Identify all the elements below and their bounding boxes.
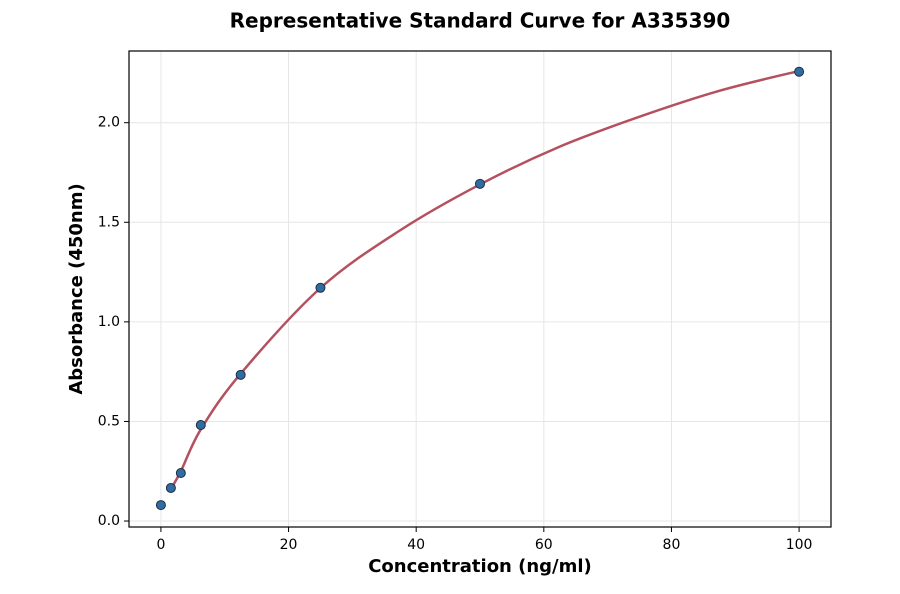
data-point <box>165 482 176 493</box>
y-tick-label: 1.5 <box>98 214 120 230</box>
x-tick-label: 100 <box>786 537 813 553</box>
x-tick-label: 80 <box>663 537 681 553</box>
y-tick-label: 0.5 <box>98 413 120 429</box>
x-tick-label: 60 <box>535 537 553 553</box>
x-tick-label: 40 <box>407 537 425 553</box>
data-point <box>195 420 206 431</box>
data-point <box>794 66 805 77</box>
y-tick-label: 2.0 <box>98 115 120 131</box>
data-point <box>475 178 485 189</box>
fit-curve <box>169 69 800 490</box>
x-tick-label: 20 <box>280 537 298 553</box>
x-axis-label: Concentration (ng/ml) <box>368 556 592 577</box>
plot-frame <box>128 50 832 528</box>
data-point <box>315 282 326 293</box>
data-point <box>235 369 246 380</box>
data-point <box>175 468 186 479</box>
chart-title: Representative Standard Curve for A33539… <box>230 9 731 33</box>
y-axis-label: Absorbance (450nm) <box>66 183 87 394</box>
x-tick-label: 0 <box>156 537 165 553</box>
data-point <box>155 500 166 511</box>
y-tick-label: 0.0 <box>98 513 120 529</box>
y-tick-label: 1.0 <box>98 314 120 330</box>
